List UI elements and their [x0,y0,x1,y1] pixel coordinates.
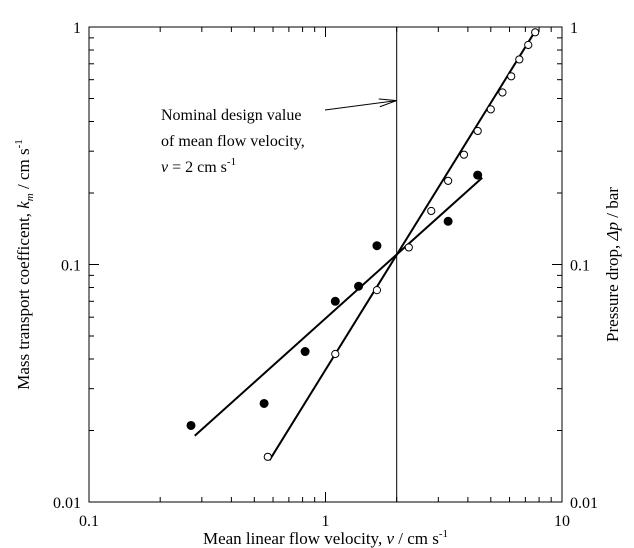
data-point-open [427,206,436,216]
data-point-open [404,243,413,252]
fit-line-series-1 [194,176,483,437]
data-point-open [515,55,524,64]
y-axis-title: Mass transport coefficent, km / cm s-1 [13,139,36,390]
y2-tick-label: 1 [570,20,578,37]
y-tick-label: 0.1 [61,258,81,275]
data-point-open [473,126,482,136]
annotation-arrowhead [378,98,397,108]
data-point-filled [473,170,483,180]
data-point-open [531,28,540,37]
data-point-filled [372,241,382,251]
data-point-filled [330,296,340,306]
y2-tick-label: 0.1 [570,258,590,275]
y-tick-label: 1 [73,20,81,37]
data-point-open [444,176,453,185]
y2-axis-title: Pressure drop, Δp / bar [603,187,622,342]
annotation-arrow [324,100,397,111]
y-tick-label: 0.01 [53,495,81,512]
data-point-open [331,349,340,359]
plot-frame [88,26,563,503]
fit-line-series-2 [268,28,538,461]
data-point-open [372,286,382,295]
data-point-open [263,452,272,461]
y2-tick-label: 0.01 [570,495,598,512]
data-point-filled [300,347,310,357]
data-points [186,28,540,461]
fit-lines [194,28,538,461]
data-point-open [498,88,507,97]
x-tick-label: 0.1 [79,513,99,530]
annotation-line-2: of mean flow velocity, [161,133,305,150]
data-point-open [486,105,495,114]
x-axis-title: Mean linear flow velocity, v / cm s-1 [203,528,448,548]
tick-labels: 0.1 1 100.010.110.010.11 [53,20,598,530]
data-point-filled [259,398,269,408]
x-tick-label: 1 [322,513,330,530]
annotation-line-1: Nominal design value [161,107,301,124]
ticks-layer [88,26,563,503]
data-point-open [459,150,469,159]
data-point-open [524,40,533,50]
annotation-line-3: v = 2 cm s-1 [161,156,236,176]
data-point-filled [443,216,453,226]
data-point-filled [186,420,196,430]
x-tick-label: 10 [554,513,570,530]
data-point-filled [354,281,364,291]
data-point-open [507,72,516,81]
annotation: Nominal design value of mean flow veloci… [161,98,397,176]
